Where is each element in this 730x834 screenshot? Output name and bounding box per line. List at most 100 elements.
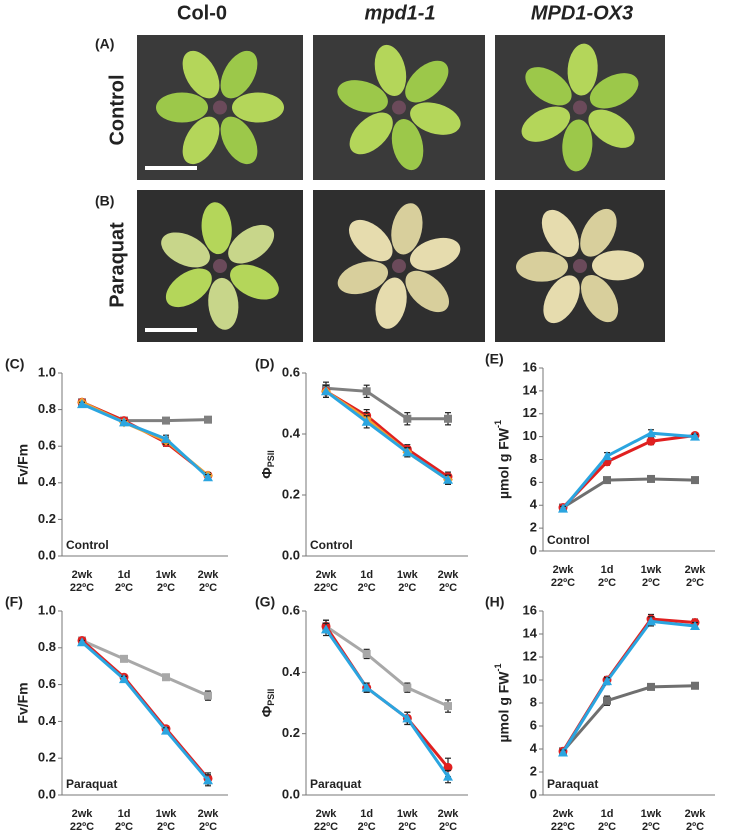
y-tick-label: 0.4 bbox=[38, 713, 57, 728]
y-tick-label: 0.2 bbox=[282, 725, 300, 740]
y-tick-label: 12 bbox=[523, 648, 537, 663]
x-tick-label: 2wk bbox=[316, 569, 338, 581]
x-tick-label: 22ºC bbox=[314, 821, 338, 833]
y-axis-label: ΦPSII bbox=[259, 689, 277, 718]
marker bbox=[444, 414, 452, 423]
leaf bbox=[525, 67, 572, 106]
x-tick-label: 1d bbox=[118, 808, 131, 820]
panel-label: (D) bbox=[255, 356, 274, 372]
annotation: Control bbox=[66, 538, 109, 552]
leaf bbox=[348, 219, 393, 262]
scale-bar bbox=[145, 328, 197, 332]
y-axis-label: µmol g FW-1 bbox=[493, 663, 511, 742]
y-axis-label-sub: PSII bbox=[266, 450, 276, 467]
leaf bbox=[541, 209, 579, 258]
annotation: Paraquat bbox=[310, 777, 361, 791]
marker bbox=[443, 771, 453, 781]
leaf bbox=[220, 50, 258, 99]
x-tick-label: 1wk bbox=[641, 808, 663, 820]
y-tick-label: 0.0 bbox=[282, 547, 300, 562]
panel-label: (A) bbox=[95, 36, 114, 52]
y-tick-label: 6 bbox=[530, 474, 537, 489]
x-tick-label: 1d bbox=[118, 569, 131, 581]
leaf bbox=[562, 119, 593, 172]
leaf bbox=[409, 237, 461, 271]
leaf bbox=[337, 261, 389, 295]
marker bbox=[690, 620, 700, 630]
y-tick-label: 16 bbox=[523, 359, 537, 374]
annotation: Control bbox=[310, 538, 353, 552]
marker bbox=[647, 474, 655, 483]
annotation: Paraquat bbox=[547, 777, 598, 791]
marker bbox=[647, 682, 655, 691]
x-tick-label: 2ºC bbox=[439, 821, 457, 833]
y-tick-label: 4 bbox=[530, 740, 538, 755]
y-tick-label: 0.0 bbox=[38, 786, 56, 801]
marker bbox=[602, 676, 612, 686]
y-axis-label: Fv/Fm bbox=[15, 682, 31, 723]
x-tick-label: 22ºC bbox=[314, 582, 338, 594]
marker bbox=[691, 681, 699, 690]
leaf bbox=[228, 224, 275, 264]
annotation: Control bbox=[547, 533, 590, 547]
column-header: Col-0 bbox=[177, 2, 227, 24]
x-tick-label: 2wk bbox=[553, 564, 575, 576]
x-tick-label: 2ºC bbox=[642, 821, 660, 833]
y-tick-label: 8 bbox=[530, 451, 537, 466]
leaf bbox=[516, 251, 569, 282]
x-tick-label: 1wk bbox=[397, 569, 419, 581]
panel-label: (H) bbox=[485, 594, 504, 610]
annotation: Paraquat bbox=[66, 777, 117, 791]
marker bbox=[691, 476, 699, 485]
marker bbox=[646, 436, 656, 446]
marker bbox=[204, 691, 212, 700]
marker bbox=[402, 713, 413, 723]
panel-label: (G) bbox=[255, 594, 275, 610]
marker bbox=[362, 649, 371, 658]
marker bbox=[120, 654, 128, 663]
marker bbox=[558, 503, 568, 513]
leaf bbox=[161, 232, 210, 268]
x-tick-label: 2ºC bbox=[115, 821, 133, 833]
leaf bbox=[337, 80, 388, 113]
marker bbox=[690, 431, 700, 441]
panel-label: (B) bbox=[95, 193, 114, 209]
x-tick-label: 2wk bbox=[198, 808, 220, 820]
series-line bbox=[325, 386, 448, 421]
x-tick-label: 2wk bbox=[316, 808, 338, 820]
y-tick-label: 0 bbox=[530, 542, 537, 557]
marker bbox=[602, 451, 612, 461]
marker bbox=[321, 386, 331, 396]
x-tick-label: 2ºC bbox=[439, 582, 457, 594]
x-tick-label: 2ºC bbox=[157, 582, 175, 594]
x-tick-label: 2ºC bbox=[398, 582, 416, 594]
marker bbox=[361, 682, 372, 692]
series-line bbox=[325, 390, 449, 481]
marker bbox=[443, 474, 453, 484]
y-tick-label: 16 bbox=[523, 602, 537, 617]
x-tick-label: 2ºC bbox=[398, 821, 416, 833]
marker bbox=[402, 447, 413, 457]
y-tick-label: 1.0 bbox=[38, 364, 56, 379]
y-tick-label: 0 bbox=[530, 786, 537, 801]
scale-bar bbox=[145, 166, 197, 170]
series-line bbox=[81, 402, 210, 479]
series-line bbox=[561, 619, 696, 754]
marker bbox=[119, 417, 129, 427]
series-line bbox=[81, 639, 209, 698]
leaf bbox=[580, 208, 617, 257]
x-tick-label: 1d bbox=[601, 808, 614, 820]
marker bbox=[403, 683, 412, 692]
x-tick-label: 2ºC bbox=[358, 821, 376, 833]
y-tick-label: 10 bbox=[523, 671, 537, 686]
y-tick-label: 0.6 bbox=[38, 676, 56, 691]
y-tick-label: 0.8 bbox=[38, 401, 56, 416]
x-tick-label: 2wk bbox=[553, 808, 575, 820]
series-line bbox=[81, 641, 210, 782]
leaf bbox=[182, 50, 220, 99]
rosette-center bbox=[392, 259, 406, 273]
x-tick-label: 22ºC bbox=[70, 821, 94, 833]
leaf bbox=[410, 102, 461, 135]
x-tick-label: 2ºC bbox=[199, 582, 217, 594]
x-tick-label: 1d bbox=[360, 808, 373, 820]
